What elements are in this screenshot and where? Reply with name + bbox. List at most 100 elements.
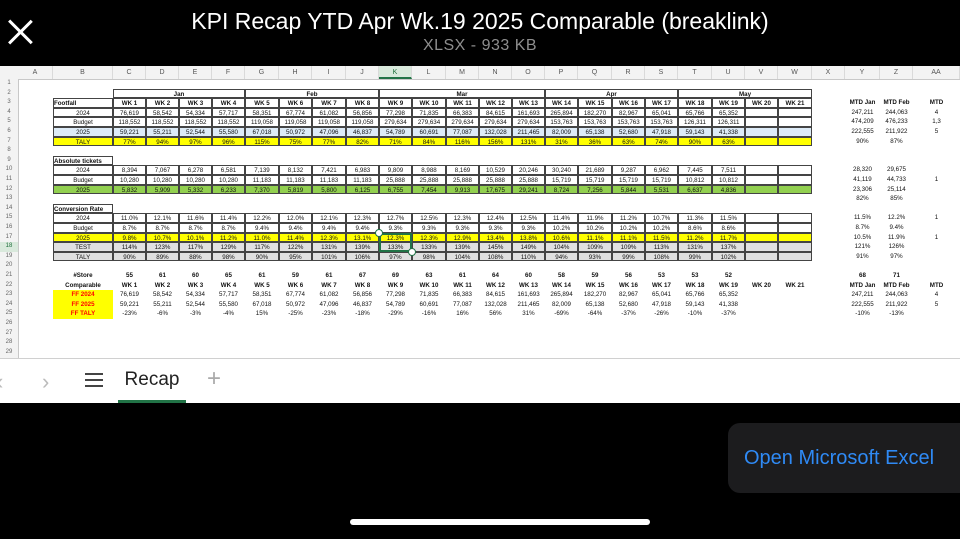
cell[interactable]: 55,211: [153, 300, 172, 308]
cell[interactable]: 118,552: [146, 117, 179, 127]
row-header[interactable]: 26: [5, 320, 13, 326]
cell[interactable]: 4,836: [712, 184, 745, 195]
cell[interactable]: [778, 184, 812, 195]
column-header[interactable]: P: [545, 66, 578, 79]
cell[interactable]: [745, 175, 778, 185]
cell[interactable]: 59,143: [685, 300, 705, 308]
cell[interactable]: 12.3%: [346, 213, 379, 223]
cell[interactable]: 54,789: [379, 127, 412, 137]
week-header[interactable]: WK 16: [612, 98, 645, 108]
cell[interactable]: -3%: [189, 310, 201, 318]
cell[interactable]: 66,383: [446, 107, 479, 118]
column-header[interactable]: W: [778, 66, 812, 79]
cell[interactable]: 77%: [113, 136, 146, 147]
cell[interactable]: 97%: [379, 251, 412, 262]
cell[interactable]: 9,809: [379, 165, 412, 175]
cell[interactable]: 74%: [645, 136, 678, 147]
cell[interactable]: 96%: [212, 136, 245, 147]
mtd-cell[interactable]: 4: [934, 291, 939, 299]
cell[interactable]: 65,766: [685, 291, 705, 299]
store-count[interactable]: 53: [658, 272, 665, 279]
week-header[interactable]: WK 12: [486, 281, 505, 289]
mtd-cell[interactable]: 474,209: [851, 118, 874, 126]
week-header[interactable]: WK 14: [552, 281, 571, 289]
row-header[interactable]: 9: [7, 156, 11, 163]
mtd-cell[interactable]: 8.7%: [855, 224, 870, 231]
cell[interactable]: 279,634: [412, 117, 446, 127]
cell[interactable]: 94%: [545, 251, 578, 262]
mtd-header[interactable]: MTD: [929, 281, 944, 289]
cell[interactable]: 77%: [312, 136, 346, 147]
mtd-cell[interactable]: 29,675: [887, 166, 906, 174]
cell[interactable]: -4%: [222, 310, 234, 318]
cell[interactable]: 6,755: [379, 184, 412, 195]
open-excel-button[interactable]: Open Microsoft Excel: [728, 423, 960, 493]
cell[interactable]: 13.8%: [512, 232, 545, 243]
row-header[interactable]: 11: [5, 176, 13, 182]
cell[interactable]: 65,041: [645, 107, 678, 118]
mtd-cell[interactable]: 68: [859, 272, 866, 279]
store-count[interactable]: [745, 271, 778, 281]
section-title[interactable]: Absolute tickets: [53, 155, 113, 166]
month-header[interactable]: Mar: [379, 88, 545, 99]
row-label[interactable]: TALY: [53, 251, 113, 262]
spreadsheet-view[interactable]: A B C D E F G H I J K L M N O P Q R S T U V W X Y Z AA 1 2 3 4 5 6 7 8 9 10…: [0, 66, 960, 358]
cell[interactable]: -16%: [421, 310, 437, 318]
mtd-cell[interactable]: [913, 185, 960, 195]
store-count[interactable]: [778, 271, 812, 281]
row-label[interactable]: FF TALY: [53, 309, 113, 319]
week-header[interactable]: WK 7: [312, 98, 346, 108]
row-label[interactable]: 2025: [53, 127, 113, 137]
cell[interactable]: 30,240: [545, 165, 578, 175]
cell[interactable]: [778, 232, 812, 243]
mtd-cell[interactable]: [913, 242, 960, 252]
cell[interactable]: 11.2%: [678, 232, 712, 243]
mtd-cell[interactable]: 1,3: [932, 118, 941, 126]
mtd-cell[interactable]: 11.9%: [887, 233, 906, 241]
cell[interactable]: 16%: [456, 310, 469, 318]
cell[interactable]: 139%: [346, 242, 379, 252]
week-header[interactable]: WK 6: [287, 281, 304, 289]
cell[interactable]: 52,680: [619, 300, 638, 308]
cell[interactable]: 149%: [512, 242, 545, 252]
mtd-cell[interactable]: 23,306: [853, 185, 872, 193]
mtd-header[interactable]: MTD Feb: [883, 281, 910, 289]
cell[interactable]: -69%: [554, 310, 569, 318]
cell[interactable]: 57,717: [219, 291, 238, 299]
cell[interactable]: 8,169: [446, 165, 479, 175]
mtd-cell[interactable]: 87%: [890, 137, 903, 145]
cell[interactable]: 60,691: [412, 127, 446, 137]
cell[interactable]: 118,552: [113, 117, 146, 127]
cell[interactable]: 8,132: [279, 165, 312, 175]
row-header[interactable]: 19: [5, 252, 13, 259]
cell[interactable]: 10,812: [678, 175, 712, 185]
column-header[interactable]: Q: [578, 66, 612, 79]
mtd-cell[interactable]: 9.4%: [889, 224, 904, 231]
cell[interactable]: 55,211: [146, 127, 179, 137]
week-header[interactable]: WK 16: [619, 281, 638, 289]
store-count[interactable]: 61: [159, 272, 166, 279]
cell[interactable]: 15,719: [578, 175, 612, 185]
cell[interactable]: 82,967: [612, 107, 645, 118]
row-header[interactable]: 23: [5, 291, 13, 298]
cell[interactable]: 9.4%: [346, 223, 379, 233]
cell[interactable]: 119,058: [245, 117, 279, 127]
week-header[interactable]: WK 18: [678, 98, 712, 108]
cell[interactable]: 11.6%: [179, 213, 212, 223]
cell[interactable]: 65,138: [578, 127, 612, 137]
cell[interactable]: 10,812: [712, 175, 745, 185]
cell[interactable]: 9.3%: [512, 223, 545, 233]
cell[interactable]: 115%: [245, 136, 279, 147]
store-count[interactable]: 63: [425, 272, 433, 279]
month-header[interactable]: Jan: [113, 88, 245, 99]
cell[interactable]: 153,763: [612, 117, 645, 127]
cell[interactable]: -6%: [156, 310, 168, 318]
cell[interactable]: 119,058: [279, 117, 312, 127]
cell[interactable]: 52,544: [186, 300, 205, 308]
cell[interactable]: 54,334: [186, 291, 205, 299]
cell[interactable]: 101%: [312, 251, 346, 262]
cell[interactable]: 119,058: [312, 117, 346, 127]
cell[interactable]: 82,009: [545, 127, 578, 137]
cell[interactable]: 76,619: [113, 107, 146, 118]
cell[interactable]: 5,531: [645, 184, 678, 195]
